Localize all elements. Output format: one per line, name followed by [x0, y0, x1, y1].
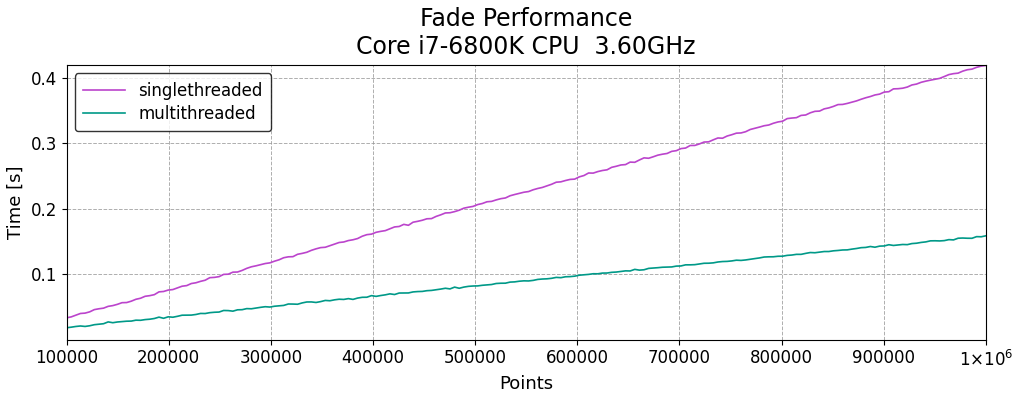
multithreaded [932, 238, 945, 243]
multithreaded [116, 319, 128, 324]
Title: Fade Performance
Core i7-6800K CPU  3.60GHz: Fade Performance Core i7-6800K CPU 3.60G… [356, 7, 695, 59]
Legend: singlethreaded, multithreaded: singlethreaded, multithreaded [74, 73, 271, 131]
singlethreaded [932, 76, 945, 81]
singlethreaded [901, 85, 913, 90]
multithreaded [305, 300, 317, 304]
X-axis label: Points: Points [498, 375, 552, 393]
Y-axis label: Time [s]: Time [s] [7, 166, 24, 239]
singlethreaded [60, 316, 72, 320]
singlethreaded [98, 306, 110, 310]
multithreaded [979, 234, 991, 238]
singlethreaded [231, 270, 244, 274]
singlethreaded [305, 248, 317, 253]
Line: singlethreaded: singlethreaded [66, 66, 985, 318]
multithreaded [901, 242, 913, 247]
multithreaded [98, 321, 110, 326]
multithreaded [60, 325, 72, 330]
singlethreaded [979, 63, 991, 68]
multithreaded [231, 308, 244, 312]
Line: multithreaded: multithreaded [66, 236, 985, 328]
singlethreaded [116, 300, 128, 305]
